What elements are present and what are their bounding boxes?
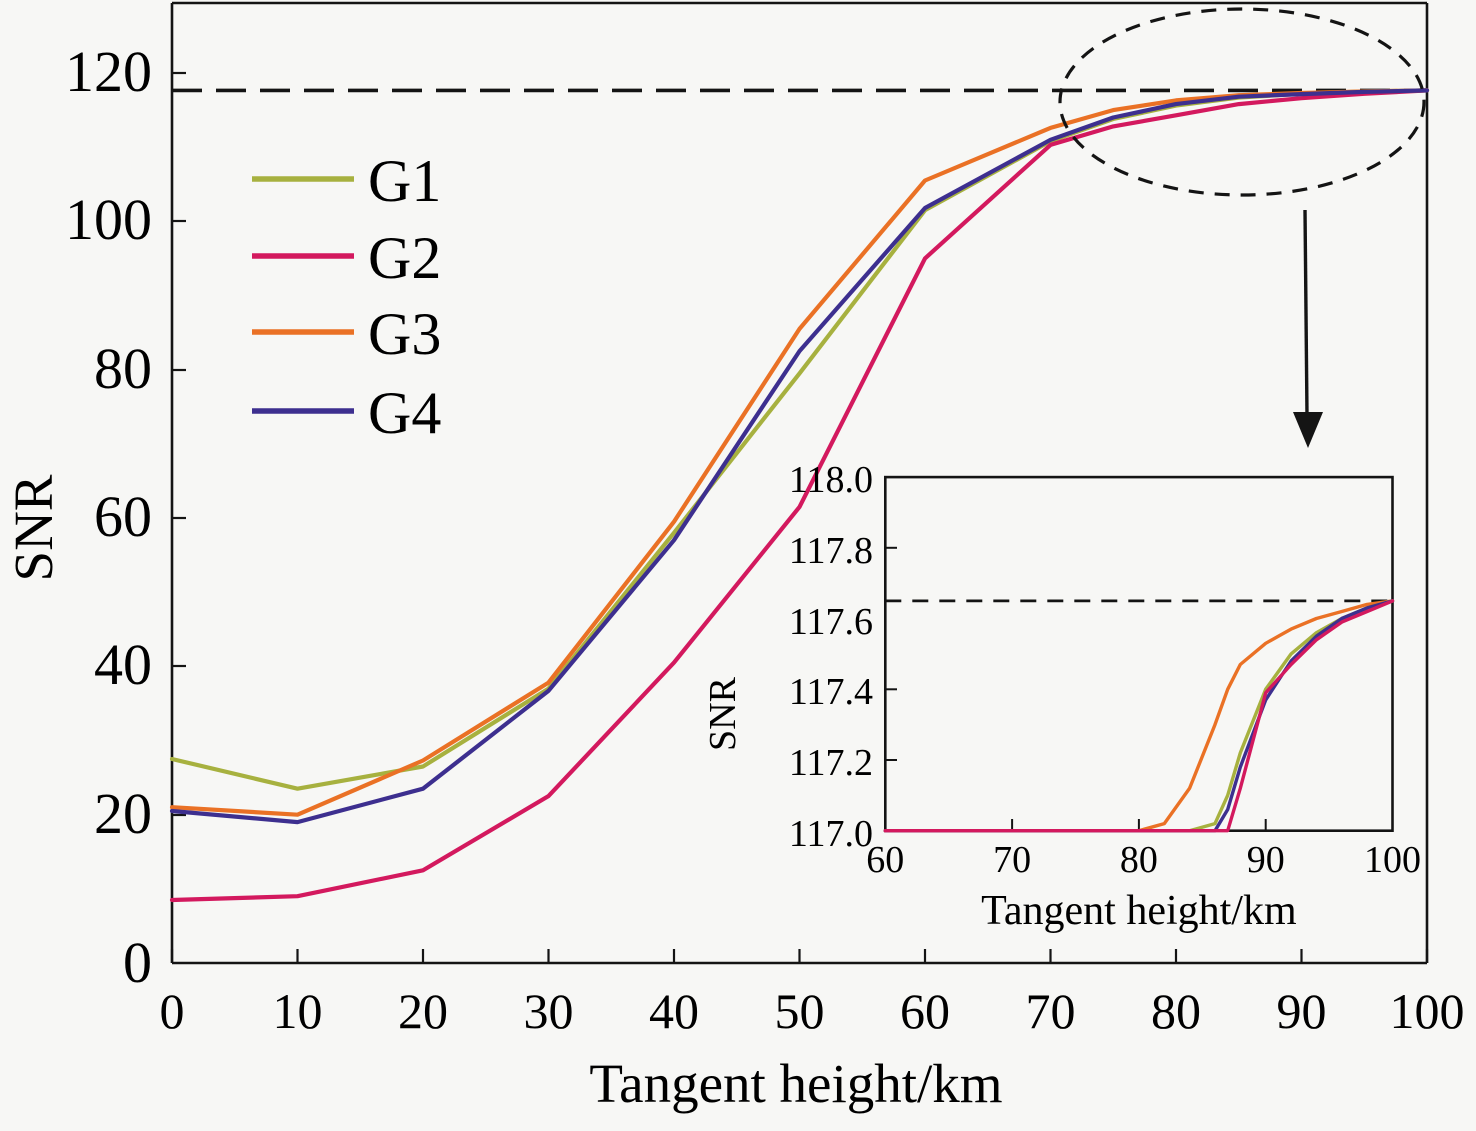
svg-text:117.8: 117.8 — [789, 530, 873, 572]
svg-text:20: 20 — [398, 983, 448, 1039]
svg-text:80: 80 — [1151, 983, 1201, 1039]
svg-text:30: 30 — [524, 983, 574, 1039]
svg-text:Tangent height/km: Tangent height/km — [589, 1053, 1002, 1114]
svg-text:50: 50 — [775, 983, 825, 1039]
svg-text:100: 100 — [1364, 839, 1421, 881]
svg-text:60: 60 — [900, 983, 950, 1039]
svg-text:40: 40 — [94, 632, 152, 697]
svg-text:40: 40 — [649, 983, 699, 1039]
svg-text:G2: G2 — [368, 225, 441, 291]
svg-text:80: 80 — [94, 336, 152, 401]
svg-text:117.6: 117.6 — [789, 601, 873, 643]
svg-text:Tangent height/km: Tangent height/km — [981, 888, 1297, 934]
svg-text:G4: G4 — [368, 380, 441, 446]
svg-text:118.0: 118.0 — [789, 459, 873, 501]
svg-text:100: 100 — [1390, 983, 1465, 1039]
svg-text:117.0: 117.0 — [789, 813, 873, 855]
svg-text:SNR: SNR — [702, 676, 744, 751]
svg-text:80: 80 — [1120, 839, 1158, 881]
svg-text:60: 60 — [866, 839, 904, 881]
svg-text:90: 90 — [1277, 983, 1327, 1039]
svg-text:100: 100 — [65, 187, 152, 252]
svg-text:70: 70 — [1026, 983, 1076, 1039]
svg-text:60: 60 — [94, 484, 152, 549]
svg-text:20: 20 — [94, 781, 152, 846]
svg-text:70: 70 — [993, 839, 1031, 881]
svg-text:117.4: 117.4 — [789, 671, 873, 713]
svg-text:G3: G3 — [368, 301, 441, 367]
svg-text:10: 10 — [273, 983, 323, 1039]
svg-text:117.2: 117.2 — [789, 742, 873, 784]
svg-text:G1: G1 — [368, 148, 441, 214]
svg-text:0: 0 — [160, 983, 185, 1039]
svg-text:SNR: SNR — [3, 474, 64, 581]
svg-text:90: 90 — [1247, 839, 1285, 881]
svg-text:120: 120 — [65, 39, 152, 104]
svg-text:0: 0 — [123, 930, 152, 995]
